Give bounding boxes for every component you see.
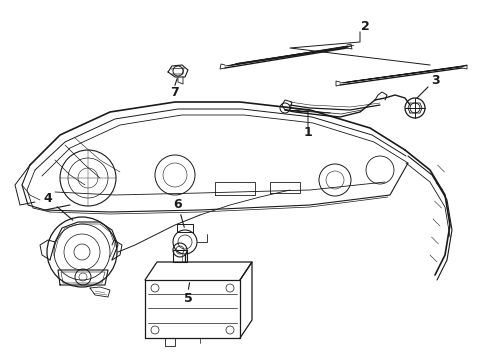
Text: 3: 3 [431,73,440,86]
Text: 6: 6 [173,198,182,211]
Text: 4: 4 [44,192,52,204]
Text: 2: 2 [361,19,369,32]
Text: 7: 7 [170,85,178,99]
Text: 1: 1 [304,126,313,139]
Text: 5: 5 [184,292,193,305]
